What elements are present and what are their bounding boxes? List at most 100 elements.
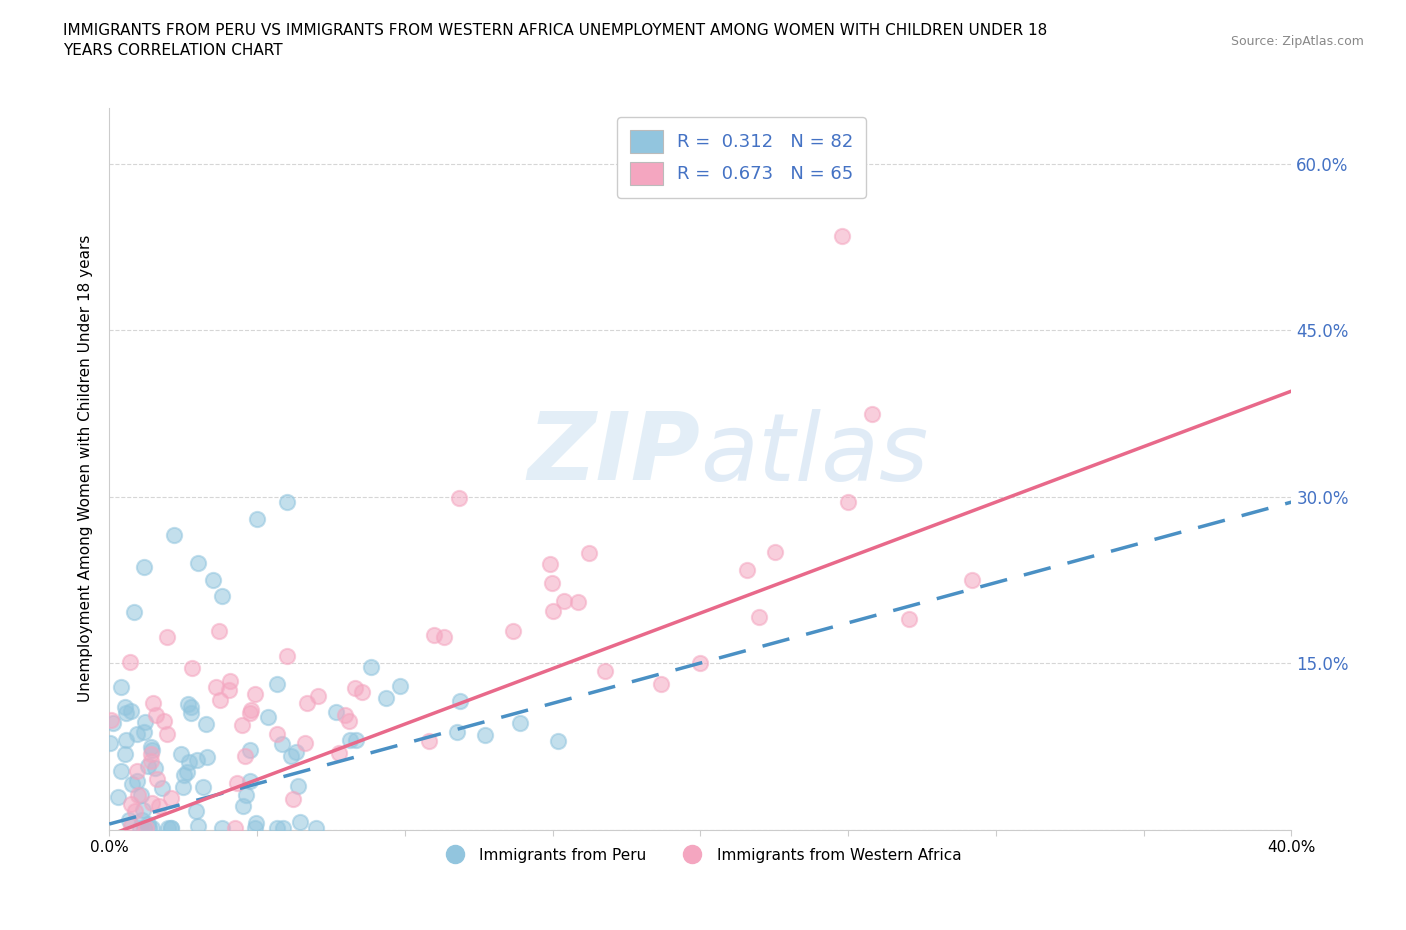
- Point: [239, 705, 262, 720]
- Point: [283, 791, 305, 806]
- Point: [150, 780, 173, 795]
- Point: [449, 491, 471, 506]
- Point: [218, 673, 240, 688]
- Text: Source: ZipAtlas.com: Source: ZipAtlas.com: [1230, 35, 1364, 48]
- Point: [100, 712, 122, 727]
- Point: [120, 818, 142, 833]
- Point: [285, 745, 308, 760]
- Point: [211, 820, 233, 835]
- Point: [187, 556, 209, 571]
- Point: [211, 589, 233, 604]
- Point: [567, 595, 589, 610]
- Point: [118, 654, 141, 669]
- Point: [139, 739, 162, 754]
- Point: [156, 630, 179, 644]
- Point: [831, 228, 853, 243]
- Point: [114, 747, 136, 762]
- Point: [266, 726, 288, 741]
- Point: [177, 754, 200, 769]
- Point: [232, 798, 254, 813]
- Point: [257, 710, 280, 724]
- Point: [509, 716, 531, 731]
- Point: [114, 733, 136, 748]
- Point: [266, 821, 288, 836]
- Point: [145, 772, 167, 787]
- Point: [142, 696, 165, 711]
- Point: [180, 699, 202, 714]
- Point: [153, 713, 176, 728]
- Point: [325, 705, 347, 720]
- Point: [132, 803, 155, 817]
- Point: [689, 656, 711, 671]
- Point: [748, 609, 770, 624]
- Point: [246, 512, 269, 526]
- Point: [124, 804, 146, 818]
- Point: [128, 821, 150, 836]
- Point: [233, 749, 256, 764]
- Point: [245, 816, 267, 830]
- Point: [295, 696, 318, 711]
- Point: [163, 528, 186, 543]
- Point: [201, 572, 224, 587]
- Point: [157, 821, 180, 836]
- Point: [449, 694, 471, 709]
- Point: [547, 733, 569, 748]
- Legend: Immigrants from Peru, Immigrants from Western Africa: Immigrants from Peru, Immigrants from We…: [433, 842, 967, 869]
- Point: [960, 572, 983, 587]
- Point: [239, 774, 262, 789]
- Point: [136, 817, 159, 831]
- Point: [238, 743, 260, 758]
- Point: [135, 821, 157, 836]
- Point: [294, 735, 316, 750]
- Point: [433, 630, 456, 644]
- Point: [139, 746, 162, 761]
- Point: [423, 627, 446, 642]
- Point: [218, 683, 240, 698]
- Point: [145, 708, 167, 723]
- Point: [360, 659, 382, 674]
- Point: [107, 790, 129, 804]
- Point: [276, 495, 298, 510]
- Point: [127, 764, 149, 778]
- Point: [98, 736, 121, 751]
- Text: IMMIGRANTS FROM PERU VS IMMIGRANTS FROM WESTERN AFRICA UNEMPLOYMENT AMONG WOMEN : IMMIGRANTS FROM PERU VS IMMIGRANTS FROM …: [63, 23, 1047, 58]
- Point: [186, 752, 208, 767]
- Point: [132, 821, 155, 836]
- Point: [141, 795, 163, 810]
- Point: [763, 545, 786, 560]
- Point: [110, 679, 132, 694]
- Point: [160, 790, 183, 805]
- Point: [474, 728, 496, 743]
- Point: [187, 818, 209, 833]
- Point: [114, 706, 136, 721]
- Point: [375, 691, 398, 706]
- Y-axis label: Unemployment Among Women with Children Under 18 years: Unemployment Among Women with Children U…: [79, 235, 93, 702]
- Point: [333, 708, 356, 723]
- Point: [125, 726, 148, 741]
- Point: [101, 715, 124, 730]
- Point: [122, 604, 145, 619]
- Point: [173, 767, 195, 782]
- Point: [195, 716, 218, 731]
- Point: [243, 821, 266, 836]
- Point: [138, 758, 160, 773]
- Point: [141, 821, 163, 836]
- Point: [328, 745, 350, 760]
- Point: [243, 686, 266, 701]
- Point: [120, 703, 142, 718]
- Point: [388, 679, 411, 694]
- Text: atlas: atlas: [700, 409, 928, 499]
- Point: [121, 777, 143, 791]
- Point: [138, 821, 160, 836]
- Point: [553, 593, 575, 608]
- Point: [156, 727, 179, 742]
- Point: [134, 714, 156, 729]
- Point: [129, 788, 152, 803]
- Point: [305, 821, 328, 836]
- Point: [541, 604, 564, 618]
- Point: [148, 799, 170, 814]
- Point: [339, 733, 361, 748]
- Point: [191, 779, 214, 794]
- Text: ZIP: ZIP: [527, 408, 700, 500]
- Point: [132, 559, 155, 574]
